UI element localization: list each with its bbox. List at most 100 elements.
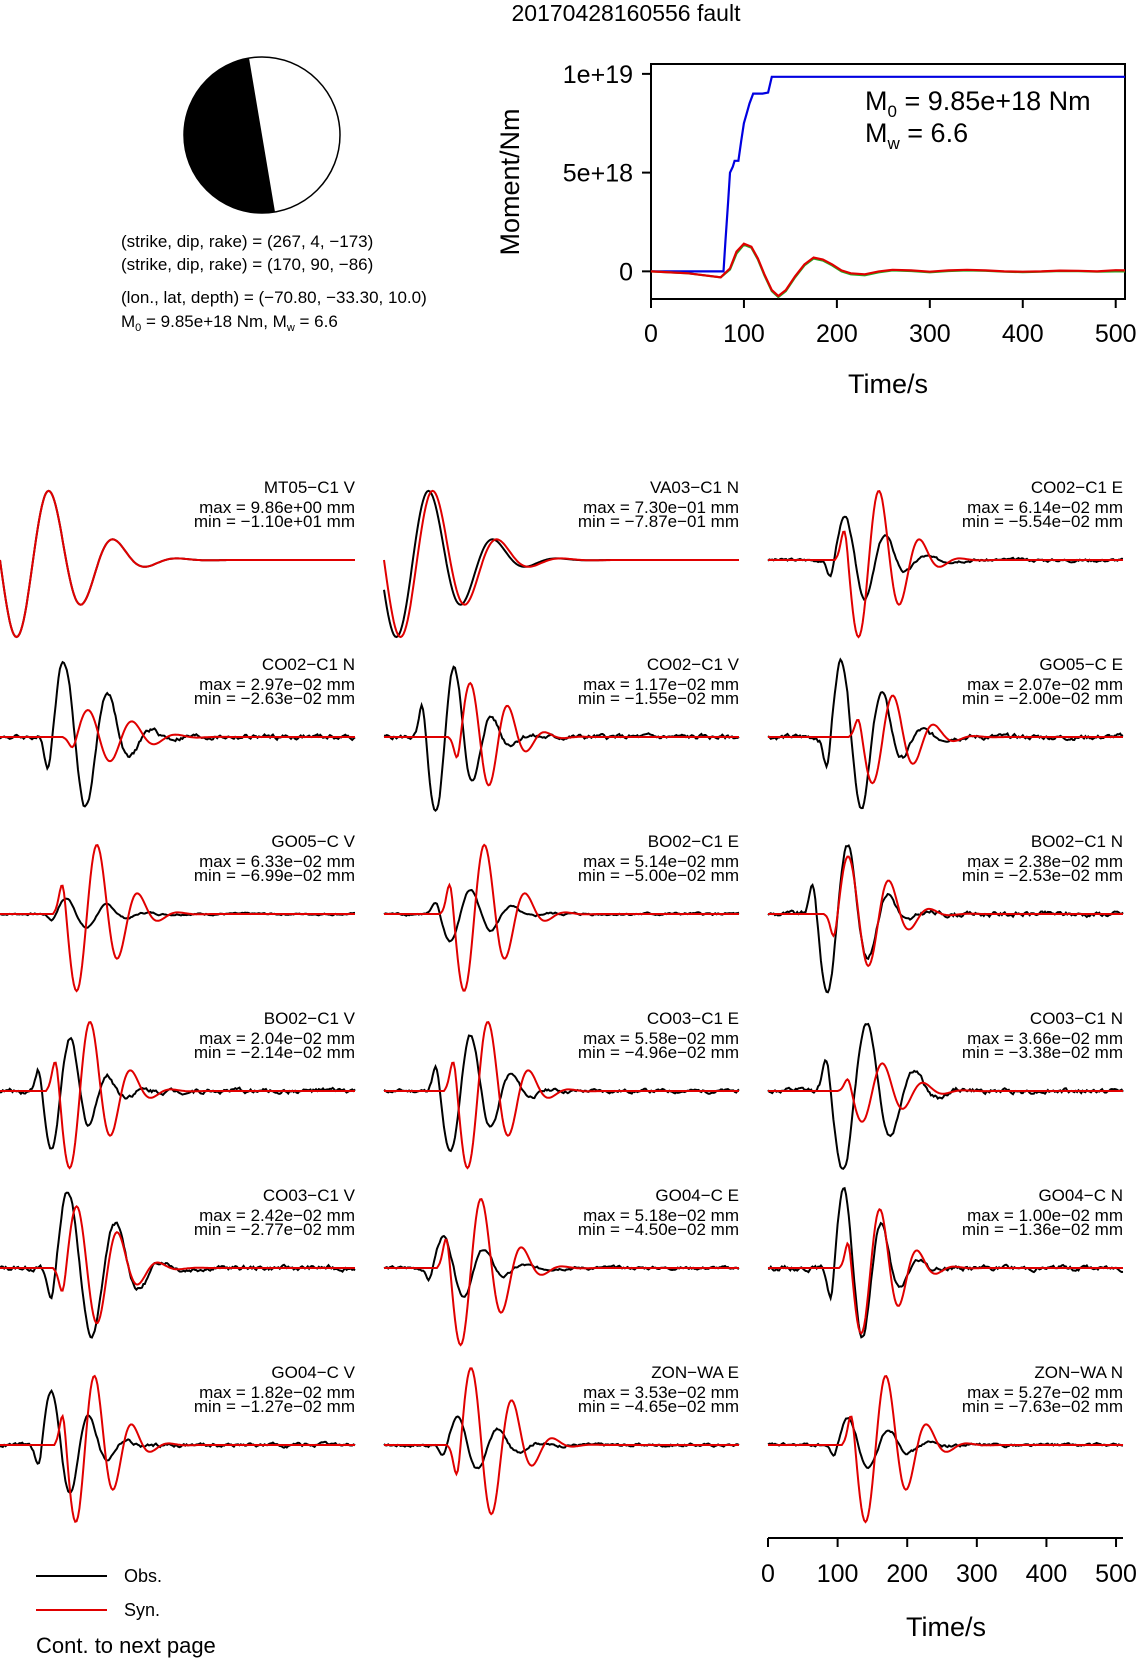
moment-y-tick-label: 0 — [619, 258, 633, 286]
min-amplitude: min = −5.54e−02 mm — [962, 512, 1123, 531]
moment-y-axis-label: Moment/Nm — [495, 108, 525, 255]
max-amplitude: max = 3.66e−02 mm — [967, 1029, 1123, 1048]
station-label: GO04−C N — [1038, 1186, 1123, 1205]
station-label: GO05−C E — [1039, 655, 1123, 674]
moment-x-tick-label: 200 — [816, 320, 858, 348]
synthetic-trace — [768, 489, 1123, 639]
synthetic-trace — [768, 694, 1123, 785]
moment-plot-frame — [650, 63, 1126, 300]
synthetic-trace — [0, 1020, 355, 1170]
max-amplitude: max = 6.14e−02 mm — [967, 498, 1123, 517]
moment-x-tick-label: 400 — [1002, 320, 1044, 348]
beachball — [183, 56, 341, 214]
waveform-x-tick-label: 300 — [956, 1560, 998, 1588]
continuation-note: Cont. to next page — [36, 1633, 216, 1658]
min-amplitude: min = −4.50e−02 mm — [578, 1220, 739, 1239]
station-label: BO02−C1 V — [264, 1009, 356, 1028]
nodal-plane-2: (strike, dip, rake) = (170, 90, −86) — [121, 255, 373, 274]
moment-y-tick-label: 1e+19 — [563, 61, 633, 89]
waveform-x-tick-label: 0 — [761, 1560, 775, 1588]
moment-series-0 — [651, 75, 1125, 273]
station-label: GO04−C E — [655, 1186, 739, 1205]
moment-x-tick-label: 0 — [644, 320, 658, 348]
min-amplitude: min = −6.99e−02 mm — [194, 866, 355, 885]
moment-function-chart: Moment/Nm Time/s 0 100 200 300 400 500 0 5e+18 1… — [495, 61, 1137, 399]
waveform-time-axis: Time/s 0 100 200 300 400 500 — [761, 1537, 1137, 1642]
station-label: VA03−C1 N — [650, 478, 739, 497]
max-amplitude: max = 9.86e+00 mm — [199, 498, 355, 517]
moment-x-tick-label: 300 — [909, 320, 951, 348]
observed-trace — [767, 1416, 1124, 1470]
max-amplitude: max = 3.53e−02 mm — [583, 1383, 739, 1402]
figure-title: 20170428160556 fault — [512, 0, 742, 26]
max-amplitude: max = 5.14e−02 mm — [583, 852, 739, 871]
legend-obs-label: Obs. — [124, 1566, 162, 1586]
synthetic-trace — [768, 1374, 1123, 1524]
synthetic-trace — [768, 1207, 1123, 1335]
station-label: CO03−C1 E — [647, 1009, 739, 1028]
max-amplitude: max = 5.58e−02 mm — [583, 1029, 739, 1048]
legend-syn-label: Syn. — [124, 1600, 160, 1620]
mechanism-info: (strike, dip, rake) = (267, 4, −173) (st… — [121, 232, 427, 334]
station-label: CO02−C1 V — [647, 655, 740, 674]
station-label: MT05−C1 V — [264, 478, 356, 497]
waveform-x-tick-label: 500 — [1095, 1560, 1137, 1588]
moment-x-tick-label: 100 — [723, 320, 765, 348]
min-amplitude: min = −2.63e−02 mm — [194, 689, 355, 708]
min-amplitude: min = −3.38e−02 mm — [962, 1043, 1123, 1062]
synthetic-trace — [768, 855, 1123, 968]
station-label: ZON−WA E — [651, 1363, 739, 1382]
synthetic-trace — [384, 681, 739, 787]
synthetic-trace — [384, 1020, 739, 1170]
max-amplitude: max = 5.27e−02 mm — [967, 1383, 1123, 1402]
station-label: GO05−C V — [271, 832, 355, 851]
moment-annotation-mw: Mw = 6.6 — [865, 118, 968, 153]
station-label: CO03−C1 N — [1030, 1009, 1123, 1028]
min-amplitude: min = −4.96e−02 mm — [578, 1043, 739, 1062]
moment-x-tick-label: 500 — [1095, 320, 1137, 348]
moment-x-axis-label: Time/s — [848, 369, 928, 399]
max-amplitude: max = 2.04e−02 mm — [199, 1029, 355, 1048]
max-amplitude: max = 2.97e−02 mm — [199, 675, 355, 694]
waveform-x-tick-label: 200 — [886, 1560, 928, 1588]
min-amplitude: min = −2.53e−02 mm — [962, 866, 1123, 885]
min-amplitude: min = −1.55e−02 mm — [578, 689, 739, 708]
legend: Obs. Syn. — [36, 1566, 162, 1620]
waveform-x-axis-label: Time/s — [906, 1612, 986, 1642]
max-amplitude: max = 5.18e−02 mm — [583, 1206, 739, 1225]
station-label: GO04−C V — [271, 1363, 355, 1382]
moment-series-2 — [650, 242, 1126, 298]
min-amplitude: min = −1.27e−02 mm — [194, 1397, 355, 1416]
min-amplitude: min = −1.10e+01 mm — [194, 512, 355, 531]
observed-trace — [767, 1022, 1124, 1170]
synthetic-trace — [0, 709, 355, 763]
max-amplitude: max = 1.82e−02 mm — [199, 1383, 355, 1402]
moment-y-tick-label: 5e+18 — [563, 160, 633, 188]
synthetic-trace — [384, 843, 739, 992]
location: (lon., lat, depth) = (−70.80, −33.30, 10… — [121, 288, 427, 307]
max-amplitude: max = 2.42e−02 mm — [199, 1206, 355, 1225]
max-amplitude: max = 1.17e−02 mm — [583, 675, 739, 694]
min-amplitude: min = −4.65e−02 mm — [578, 1397, 739, 1416]
synthetic-trace — [768, 1062, 1123, 1123]
min-amplitude: min = −2.14e−02 mm — [194, 1043, 355, 1062]
station-label: CO02−C1 N — [262, 655, 355, 674]
station-label: BO02−C1 N — [1031, 832, 1123, 851]
synthetic-trace — [0, 1205, 355, 1325]
min-amplitude: min = −2.77e−02 mm — [194, 1220, 355, 1239]
station-label: ZON−WA N — [1034, 1363, 1123, 1382]
max-amplitude: max = 2.07e−02 mm — [967, 675, 1123, 694]
